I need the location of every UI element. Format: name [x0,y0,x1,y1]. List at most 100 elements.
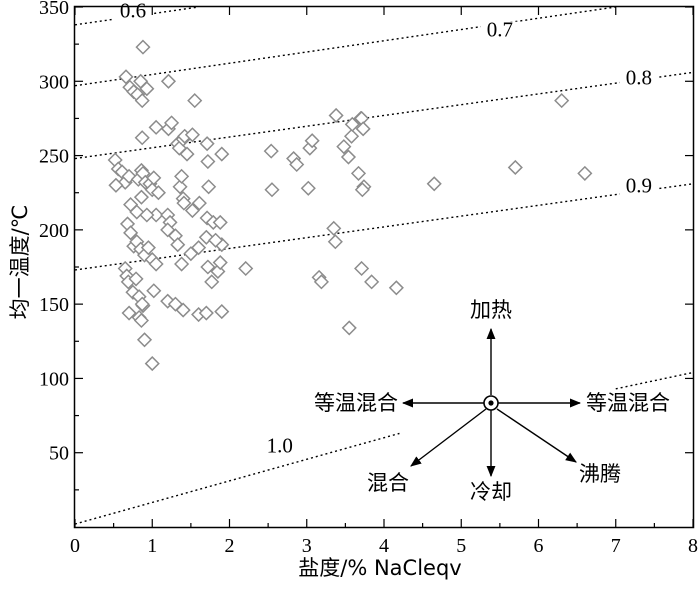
data-point [355,121,371,137]
data-point [554,93,570,109]
data-point [214,146,230,162]
data-point [304,133,320,149]
x-tick-label: 0 [70,535,80,557]
data-point [507,159,523,176]
data-point [326,220,342,236]
heating-label: 加热 [470,298,512,322]
mixing-arrow [410,408,487,467]
x-tick-label: 1 [147,535,157,557]
data-point [133,189,149,205]
data-point [150,185,166,201]
data-point [121,305,137,321]
data-point [344,116,360,132]
cooling-label: 冷却 [470,480,512,504]
data-point [139,81,155,97]
data-point [164,115,180,131]
data-point [136,332,153,348]
data-point [174,256,190,272]
data-point [139,207,155,223]
data-point [125,284,141,300]
boiling-label: 沸腾 [579,462,621,486]
axis-ticks [74,6,694,527]
mixing-label: 混合 [367,471,409,495]
axis-tick-labels: 0 1 2 3 4 5 6 7 8 50 100 150 200 250 300 350 [39,0,698,557]
data-point [204,274,220,290]
data-point [354,182,370,198]
data-point [354,260,370,277]
data-point [134,93,150,109]
data-point [146,283,162,299]
isoline-0.8 [74,71,694,160]
data-point [577,165,593,181]
data-point [350,165,367,181]
y-tick-label: 150 [39,294,69,316]
data-point [174,168,190,184]
data-point [187,93,203,109]
data-point [336,139,352,155]
data-point [264,182,280,198]
data-point [263,143,279,159]
isoline-1.0 [74,432,400,525]
data-point [148,119,164,135]
isoline-label: 0.9 [626,174,652,198]
data-point [201,179,217,195]
data-point [388,280,404,296]
data-point [108,177,124,193]
salinity-isolines: 0.6 0.7 0.8 0.9 1.0 [74,0,694,525]
isoline-label: 0.8 [626,65,652,89]
data-point [364,274,380,290]
data-point [176,195,192,211]
isoline-0.6 [74,6,199,26]
data-point [208,232,224,248]
x-tick-label: 4 [379,535,389,557]
data-point [184,127,200,143]
data-point [172,179,188,195]
isoline-label: 1.0 [267,434,293,458]
data-point [129,204,145,220]
data-point [210,263,226,280]
isoline-label: 0.6 [120,0,146,22]
data-point [212,214,228,230]
y-tick-label: 250 [39,146,69,168]
data-point [167,296,183,312]
x-tick-label: 8 [688,535,698,557]
isoline-label-bg [260,437,299,459]
origin-dot [488,400,494,406]
data-point [175,302,191,318]
x-tick-label: 3 [302,535,312,557]
isothermal-right-label: 等温混合 [586,391,670,415]
data-point [118,69,134,85]
data-point [238,260,254,277]
data-point [212,254,228,271]
data-point [426,176,442,192]
data-point [327,234,343,250]
plot-frame [73,5,695,529]
x-tick-label: 5 [456,535,466,557]
data-point [343,128,360,144]
data-point [135,39,151,55]
isoline-label-bg [619,177,658,199]
data-point [340,149,357,165]
data-point [148,256,164,272]
data-point [191,195,207,211]
data-point [191,240,207,256]
data-point [128,271,144,287]
process-diagram: 加热 等温混合 等温混合 混合 冷却 沸腾 [314,298,670,504]
x-tick-label: 2 [225,535,235,557]
y-tick-label: 50 [49,443,69,465]
isothermal-left-label: 等温混合 [314,391,398,415]
data-point [140,240,156,256]
boiling-arrow [496,408,577,463]
data-point [289,156,305,173]
data-point [134,296,150,312]
data-point [133,312,149,329]
data-point [160,73,177,89]
y-tick-label: 350 [39,0,69,19]
y-tick-label: 100 [39,368,69,390]
x-tick-label: 7 [611,535,621,557]
isoline-0.7 [74,6,616,87]
isoline-label-bg [619,69,658,91]
data-point [123,225,139,241]
data-point [134,130,150,146]
